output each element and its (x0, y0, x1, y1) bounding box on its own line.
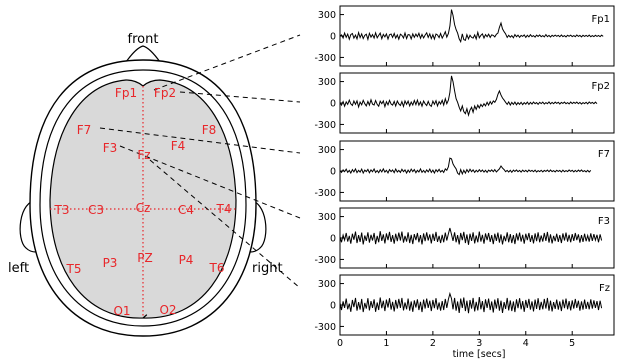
electrode-fp2: Fp2 (154, 86, 176, 100)
trace-line-f3 (339, 227, 603, 245)
y-tick-label: 300 (318, 145, 336, 156)
x-tick-label: 5 (569, 338, 575, 349)
connector-fp2 (179, 91, 301, 103)
electrode-fp1: Fp1 (115, 86, 137, 100)
x-tick-label: 0 (337, 338, 343, 349)
electrode-o1: O1 (113, 304, 130, 318)
x-tick-label: 4 (523, 338, 529, 349)
y-tick-label: 0 (330, 99, 336, 110)
channel-label: F3 (598, 216, 610, 227)
trace-line-fp2 (339, 75, 598, 117)
electrode-f4: F4 (171, 139, 186, 153)
channel-label: Fz (599, 283, 610, 294)
y-tick-label: 0 (330, 301, 336, 312)
electrode-p3: P3 (103, 256, 118, 270)
nose (124, 45, 162, 63)
electrode-labels: Fp1 Fp2 F7 F8 F3 Fz F4 T3 C3 Cz C4 T4 T5 P3 PZ P4 T6 O1 O2 (54, 86, 232, 318)
y-tick-label: -300 (314, 188, 336, 199)
electrode-t6: T6 (209, 261, 225, 275)
trace-panel-f7: 300 0 -300 F7 (314, 140, 615, 202)
trace-panel-f3: 300 0 -300 F3 (314, 207, 615, 269)
y-tick-label: 300 (318, 77, 336, 88)
trace-line-f7 (339, 157, 592, 176)
channel-label: F7 (598, 149, 610, 160)
connector-f7 (99, 127, 301, 154)
y-tick-label: -300 (314, 53, 336, 64)
y-tick-label: 0 (330, 234, 336, 245)
x-axis-label: time [secs] (453, 349, 506, 360)
electrode-fz: Fz (137, 148, 150, 162)
electrode-t5: T5 (66, 262, 82, 276)
connector-fz (149, 159, 301, 289)
connector-fp1 (153, 34, 301, 91)
y-tick-label: 0 (330, 32, 336, 43)
y-tick-label: -300 (314, 120, 336, 131)
trace-panel-fz: 300 0 -300 Fz (314, 274, 615, 336)
trace-panel-fp1: 300 0 -300 Fp1 (314, 5, 615, 67)
electrode-f3: F3 (103, 141, 118, 155)
electrode-c4: C4 (178, 203, 194, 217)
y-tick-label: 300 (318, 279, 336, 290)
skull-line (39, 69, 247, 327)
y-tick-label: 300 (318, 10, 336, 21)
electrode-t4: T4 (216, 202, 232, 216)
trace-panel-fp2: 300 0 -300 Fp2 (314, 72, 615, 134)
y-tick-label: 300 (318, 212, 336, 223)
electrode-f7: F7 (77, 123, 92, 137)
electrode-o2: O2 (159, 303, 176, 317)
y-tick-label: -300 (314, 322, 336, 333)
channel-label: Fp2 (592, 81, 610, 92)
left-label: left (8, 261, 29, 276)
y-tick-label: 0 (330, 167, 336, 178)
channel-label: Fp1 (592, 14, 610, 25)
electrode-c3: C3 (88, 203, 104, 217)
electrode-f8: F8 (202, 123, 217, 137)
trace-line-fp1 (339, 9, 604, 44)
electrode-p4: P4 (179, 253, 194, 267)
electrode-t3: T3 (54, 203, 70, 217)
electrode-pz: PZ (137, 251, 152, 265)
trace-line-fz (339, 291, 603, 314)
x-tick-label: 2 (430, 338, 436, 349)
x-tick-label: 3 (476, 338, 482, 349)
electrode-cz: Cz (136, 201, 151, 215)
front-label: front (128, 32, 159, 47)
right-label: right (252, 261, 283, 276)
y-tick-label: -300 (314, 255, 336, 266)
x-tick-label: 1 (383, 338, 389, 349)
